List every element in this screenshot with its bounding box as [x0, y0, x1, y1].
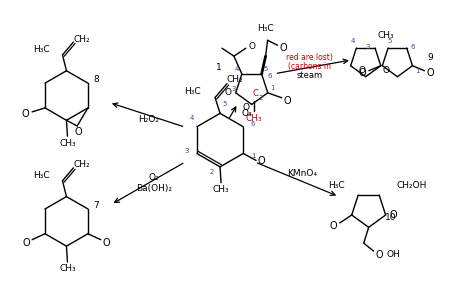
Text: 2: 2 [210, 169, 214, 175]
Text: red are lost): red are lost) [286, 53, 333, 62]
Text: H₃C: H₃C [33, 45, 50, 55]
Text: CH₃: CH₃ [59, 138, 76, 148]
Text: O: O [21, 109, 29, 119]
Text: CH₂: CH₂ [73, 160, 90, 169]
Text: H₃C: H₃C [33, 171, 50, 180]
Text: O: O [224, 88, 231, 97]
Text: H₃C: H₃C [184, 87, 201, 96]
Text: 4: 4 [350, 38, 355, 44]
Text: H₃C: H₃C [328, 181, 344, 190]
Text: 10: 10 [385, 213, 396, 222]
Text: CH₂: CH₂ [227, 75, 243, 84]
Text: 9: 9 [428, 53, 433, 62]
Text: O: O [329, 221, 337, 231]
Text: O: O [103, 238, 111, 248]
Text: O: O [284, 96, 292, 106]
Text: 7: 7 [93, 200, 99, 210]
Text: 6: 6 [410, 44, 415, 50]
Text: O₃: O₃ [242, 109, 252, 118]
Text: O: O [359, 66, 366, 75]
Text: H₃C: H₃C [257, 24, 274, 33]
Text: 6: 6 [251, 121, 255, 127]
Text: O: O [358, 68, 366, 78]
Text: O: O [22, 238, 30, 248]
Text: 4: 4 [235, 66, 239, 72]
Text: 1: 1 [415, 68, 420, 74]
Text: O: O [248, 42, 255, 51]
Text: O: O [257, 156, 265, 167]
Text: OH: OH [387, 249, 400, 259]
Text: 1: 1 [251, 153, 255, 160]
Text: O: O [242, 103, 249, 112]
Text: KMnO₄: KMnO₄ [287, 169, 317, 178]
Text: steam: steam [296, 71, 322, 80]
Text: 6: 6 [267, 73, 272, 79]
Text: C: C [253, 89, 259, 98]
Text: Ba(OH)₂: Ba(OH)₂ [135, 184, 171, 193]
Text: (carbons in: (carbons in [288, 62, 331, 71]
Text: 5: 5 [388, 38, 392, 44]
Text: 3: 3 [231, 86, 236, 92]
Text: CH₃: CH₃ [377, 30, 394, 40]
Text: O: O [279, 43, 287, 53]
Text: O: O [74, 127, 82, 137]
Text: CH₃: CH₃ [59, 264, 76, 273]
Text: 5: 5 [263, 66, 268, 72]
Text: 3: 3 [184, 148, 189, 153]
Text: CH₃: CH₃ [245, 114, 262, 123]
Text: 2: 2 [258, 95, 263, 102]
Text: 3: 3 [366, 44, 370, 50]
Text: H₂O₂: H₂O₂ [138, 115, 159, 124]
Text: CH₂: CH₂ [73, 34, 90, 44]
Text: 5: 5 [223, 102, 227, 107]
Text: O₂: O₂ [148, 173, 159, 182]
Text: O: O [376, 250, 383, 260]
Text: 1: 1 [270, 85, 275, 91]
Text: CH₂OH: CH₂OH [397, 181, 427, 190]
Text: O: O [390, 210, 397, 220]
Text: O: O [382, 66, 389, 75]
Text: CH₃: CH₃ [213, 185, 230, 194]
Text: 4: 4 [190, 115, 194, 121]
Text: 8: 8 [93, 75, 99, 84]
Text: 1: 1 [216, 63, 222, 72]
Text: O: O [427, 68, 434, 78]
